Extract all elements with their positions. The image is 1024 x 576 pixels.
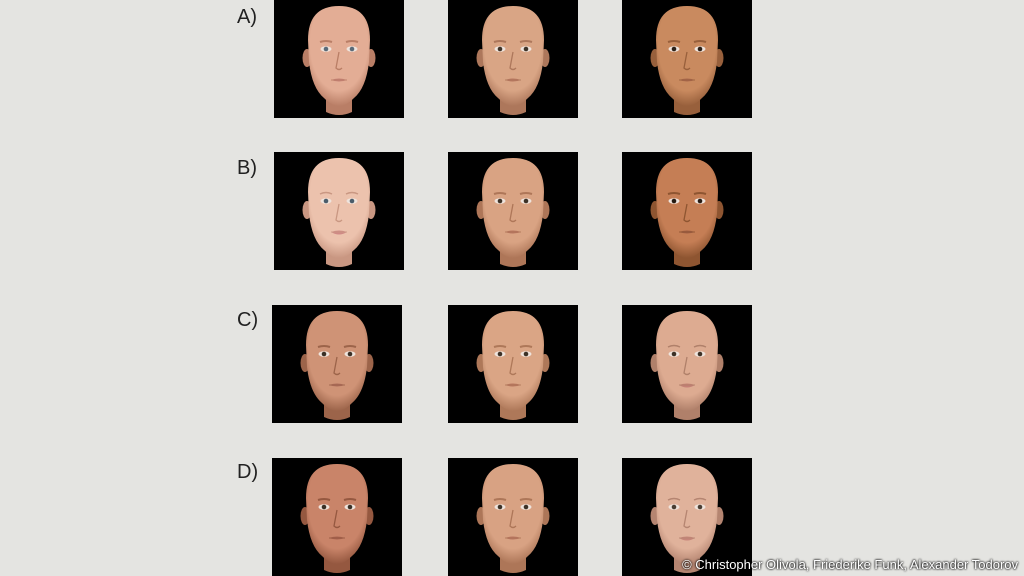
- face-b-3: [622, 152, 752, 270]
- face-c-1: [272, 305, 402, 423]
- face-d-2: [448, 458, 578, 576]
- face-b-1: [274, 152, 404, 270]
- copyright-credit: © Christopher Olivola, Friederike Funk, …: [682, 557, 1018, 572]
- face-illustration: [448, 305, 578, 423]
- row-label-b: B): [237, 157, 257, 179]
- face-illustration: [448, 0, 578, 118]
- face-illustration: [622, 458, 752, 576]
- row-label-c: C): [237, 309, 259, 331]
- face-illustration: [448, 458, 578, 576]
- face-illustration: [622, 152, 752, 270]
- face-d-1: [272, 458, 402, 576]
- face-d-3: [622, 458, 752, 576]
- face-illustration: [274, 152, 404, 270]
- face-illustration: [272, 305, 402, 423]
- row-label-a: A): [237, 6, 257, 28]
- face-c-2: [448, 305, 578, 423]
- face-illustration: [272, 458, 402, 576]
- face-c-3: [622, 305, 752, 423]
- row-label-d: D): [237, 461, 259, 483]
- face-a-2: [448, 0, 578, 118]
- face-a-1: [274, 0, 404, 118]
- face-a-3: [622, 0, 752, 118]
- face-illustration: [274, 0, 404, 118]
- face-illustration: [622, 0, 752, 118]
- face-b-2: [448, 152, 578, 270]
- face-illustration: [448, 152, 578, 270]
- face-illustration: [622, 305, 752, 423]
